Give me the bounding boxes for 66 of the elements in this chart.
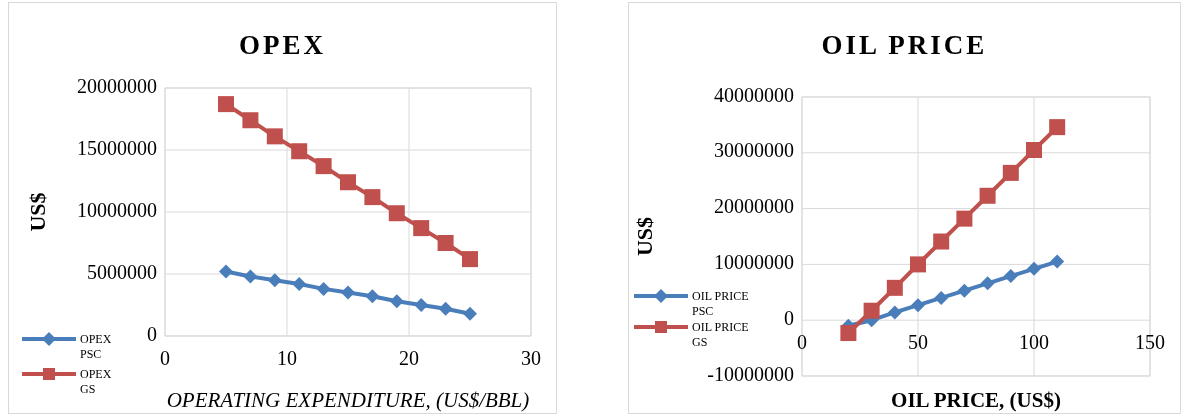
- point: [365, 289, 380, 304]
- y-tick-label: 30000000: [714, 139, 794, 162]
- legend-label: OIL PRICE PSC: [692, 289, 749, 318]
- point: [979, 187, 996, 204]
- point: [266, 128, 283, 145]
- x-axis-title: OPERATING EXPENDITURE, (US$/BBL): [166, 387, 530, 412]
- y-tick-label: 40000000: [714, 83, 794, 106]
- legend-label: OIL PRICE GS: [692, 320, 749, 349]
- point: [463, 306, 477, 321]
- point: [462, 251, 478, 268]
- chart-title: OIL PRICE: [821, 30, 988, 61]
- point: [840, 325, 857, 342]
- y-tick-label: 20000000: [714, 195, 794, 218]
- point: [242, 112, 259, 129]
- point: [340, 174, 356, 191]
- x-tick-label: 150: [1135, 330, 1165, 353]
- chart-title: OPEX: [238, 30, 327, 61]
- point: [292, 276, 307, 291]
- legend-label: OPEX GS: [80, 367, 112, 396]
- point: [219, 264, 233, 279]
- y-tick-label: 5000000: [87, 260, 157, 283]
- point: [267, 273, 282, 288]
- point: [886, 279, 903, 296]
- point: [1049, 119, 1066, 136]
- x-tick-label: 50: [908, 330, 928, 353]
- point: [934, 290, 949, 305]
- point: [933, 233, 950, 250]
- x-tick-label: 20: [399, 346, 419, 369]
- point: [887, 305, 902, 320]
- point: [1026, 142, 1042, 159]
- point: [413, 220, 430, 237]
- point: [316, 281, 331, 296]
- point: [980, 276, 995, 291]
- x-axis-title: OIL PRICE, (US$): [891, 387, 1061, 412]
- point: [315, 158, 332, 175]
- point: [389, 294, 404, 309]
- point: [291, 143, 308, 160]
- point: [863, 302, 880, 319]
- point: [414, 298, 429, 312]
- point: [243, 269, 258, 284]
- x-tick-label: 10: [277, 346, 297, 369]
- y-tick-label: 20000000: [77, 74, 157, 97]
- point: [1002, 164, 1019, 181]
- y-tick-label: 10000000: [714, 250, 794, 273]
- point: [1003, 269, 1018, 284]
- legend-label: OPEX PSC: [80, 332, 112, 361]
- y-axis-title: US$: [25, 192, 51, 232]
- y-tick-label: 15000000: [77, 136, 157, 159]
- point: [910, 256, 926, 273]
- point: [1050, 254, 1065, 269]
- point: [438, 301, 453, 316]
- point: [341, 285, 355, 300]
- y-tick-label: 0: [784, 306, 794, 329]
- point: [1027, 261, 1041, 276]
- y-axis-title: US$: [632, 216, 658, 257]
- point: [388, 205, 405, 222]
- point: [437, 235, 454, 251]
- point: [911, 298, 925, 313]
- y-tick-label: 10000000: [77, 198, 157, 221]
- x-tick-label: 30: [521, 346, 541, 369]
- point: [956, 210, 973, 227]
- y-tick-label: -10000000: [707, 362, 794, 385]
- point: [957, 283, 972, 298]
- x-tick-label: 100: [1019, 330, 1049, 353]
- point: [364, 189, 381, 206]
- point: [218, 96, 234, 113]
